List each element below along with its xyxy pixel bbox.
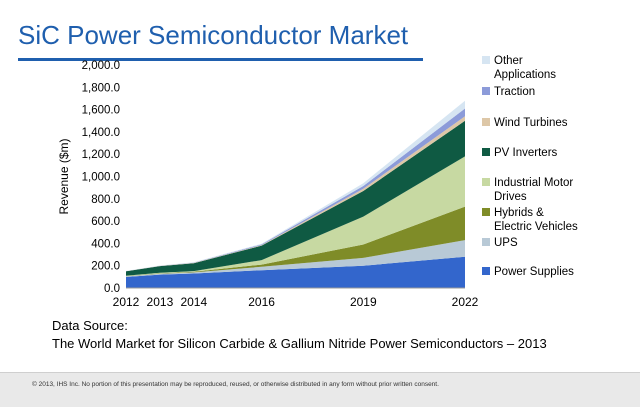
copyright-notice: © 2013, IHS Inc. No portion of this pres… (32, 381, 439, 388)
x-tick-label: 2012 (113, 295, 140, 309)
area-series-2 (126, 206, 465, 277)
data-source-label: Data Source: (52, 318, 128, 333)
legend-swatch (482, 178, 490, 186)
legend-swatch (482, 208, 490, 216)
y-tick-label: 1,200.0 (82, 149, 120, 161)
area-series-3 (126, 156, 465, 277)
y-axis-label: Revenue ($m) (57, 138, 71, 214)
legend-label: Other Applications (494, 55, 556, 81)
x-tick-label: 2014 (180, 295, 207, 309)
chart-axes: 0.0 200.0 400.0 600.0 800.0 1,000.0 1,200.0 1,4… (57, 60, 479, 309)
legend-label: Wind Turbines (494, 117, 568, 129)
x-tick-label: 2019 (350, 295, 377, 309)
legend-swatch (482, 56, 490, 64)
x-tick-label: 2022 (452, 295, 479, 309)
footer-bar: © 2013, IHS Inc. No portion of this pres… (0, 372, 640, 407)
title-underline (18, 58, 423, 61)
legend-label: Power Supplies (494, 266, 574, 278)
y-tick-label: 1,000.0 (82, 172, 120, 184)
y-tick-label: 0.0 (104, 283, 120, 295)
y-tick-label: 200.0 (91, 261, 120, 273)
chart-legend: Other Applications Traction Wind Turbines PV… (482, 55, 578, 278)
page-title: SiC Power Semiconductor Market (18, 20, 409, 50)
area-series-0 (126, 256, 465, 288)
y-tick-label: 1,400.0 (82, 127, 120, 139)
legend-swatch (482, 118, 490, 126)
legend-label: UPS (494, 237, 518, 249)
legend-swatch (482, 267, 490, 275)
y-tick-label: 800.0 (91, 194, 120, 206)
legend-swatch (482, 148, 490, 156)
y-tick-label: 600.0 (91, 216, 120, 228)
x-tick-label: 2016 (248, 295, 275, 309)
y-tick-label: 400.0 (91, 238, 120, 250)
legend-label: Industrial Motor Drives (494, 177, 573, 203)
legend-label: Hybrids & Electric Vehicles (494, 207, 578, 233)
legend-swatch (482, 87, 490, 95)
y-tick-label: 1,600.0 (82, 105, 120, 117)
y-tick-label: 1,800.0 (82, 82, 120, 94)
area-series-1 (126, 240, 465, 277)
area-series-4 (126, 120, 465, 276)
data-source-text: The World Market for Silicon Carbide & G… (52, 336, 547, 351)
revenue-area-chart: 0.0 200.0 400.0 600.0 800.0 1,000.0 1,200.0 1,4… (57, 55, 578, 309)
legend-label: Traction (494, 86, 535, 98)
x-tick-label: 2013 (147, 295, 174, 309)
legend-label: PV Inverters (494, 147, 558, 159)
y-tick-label: 2,000.0 (82, 60, 120, 72)
legend-swatch (482, 238, 490, 246)
stacked-areas (126, 100, 465, 288)
